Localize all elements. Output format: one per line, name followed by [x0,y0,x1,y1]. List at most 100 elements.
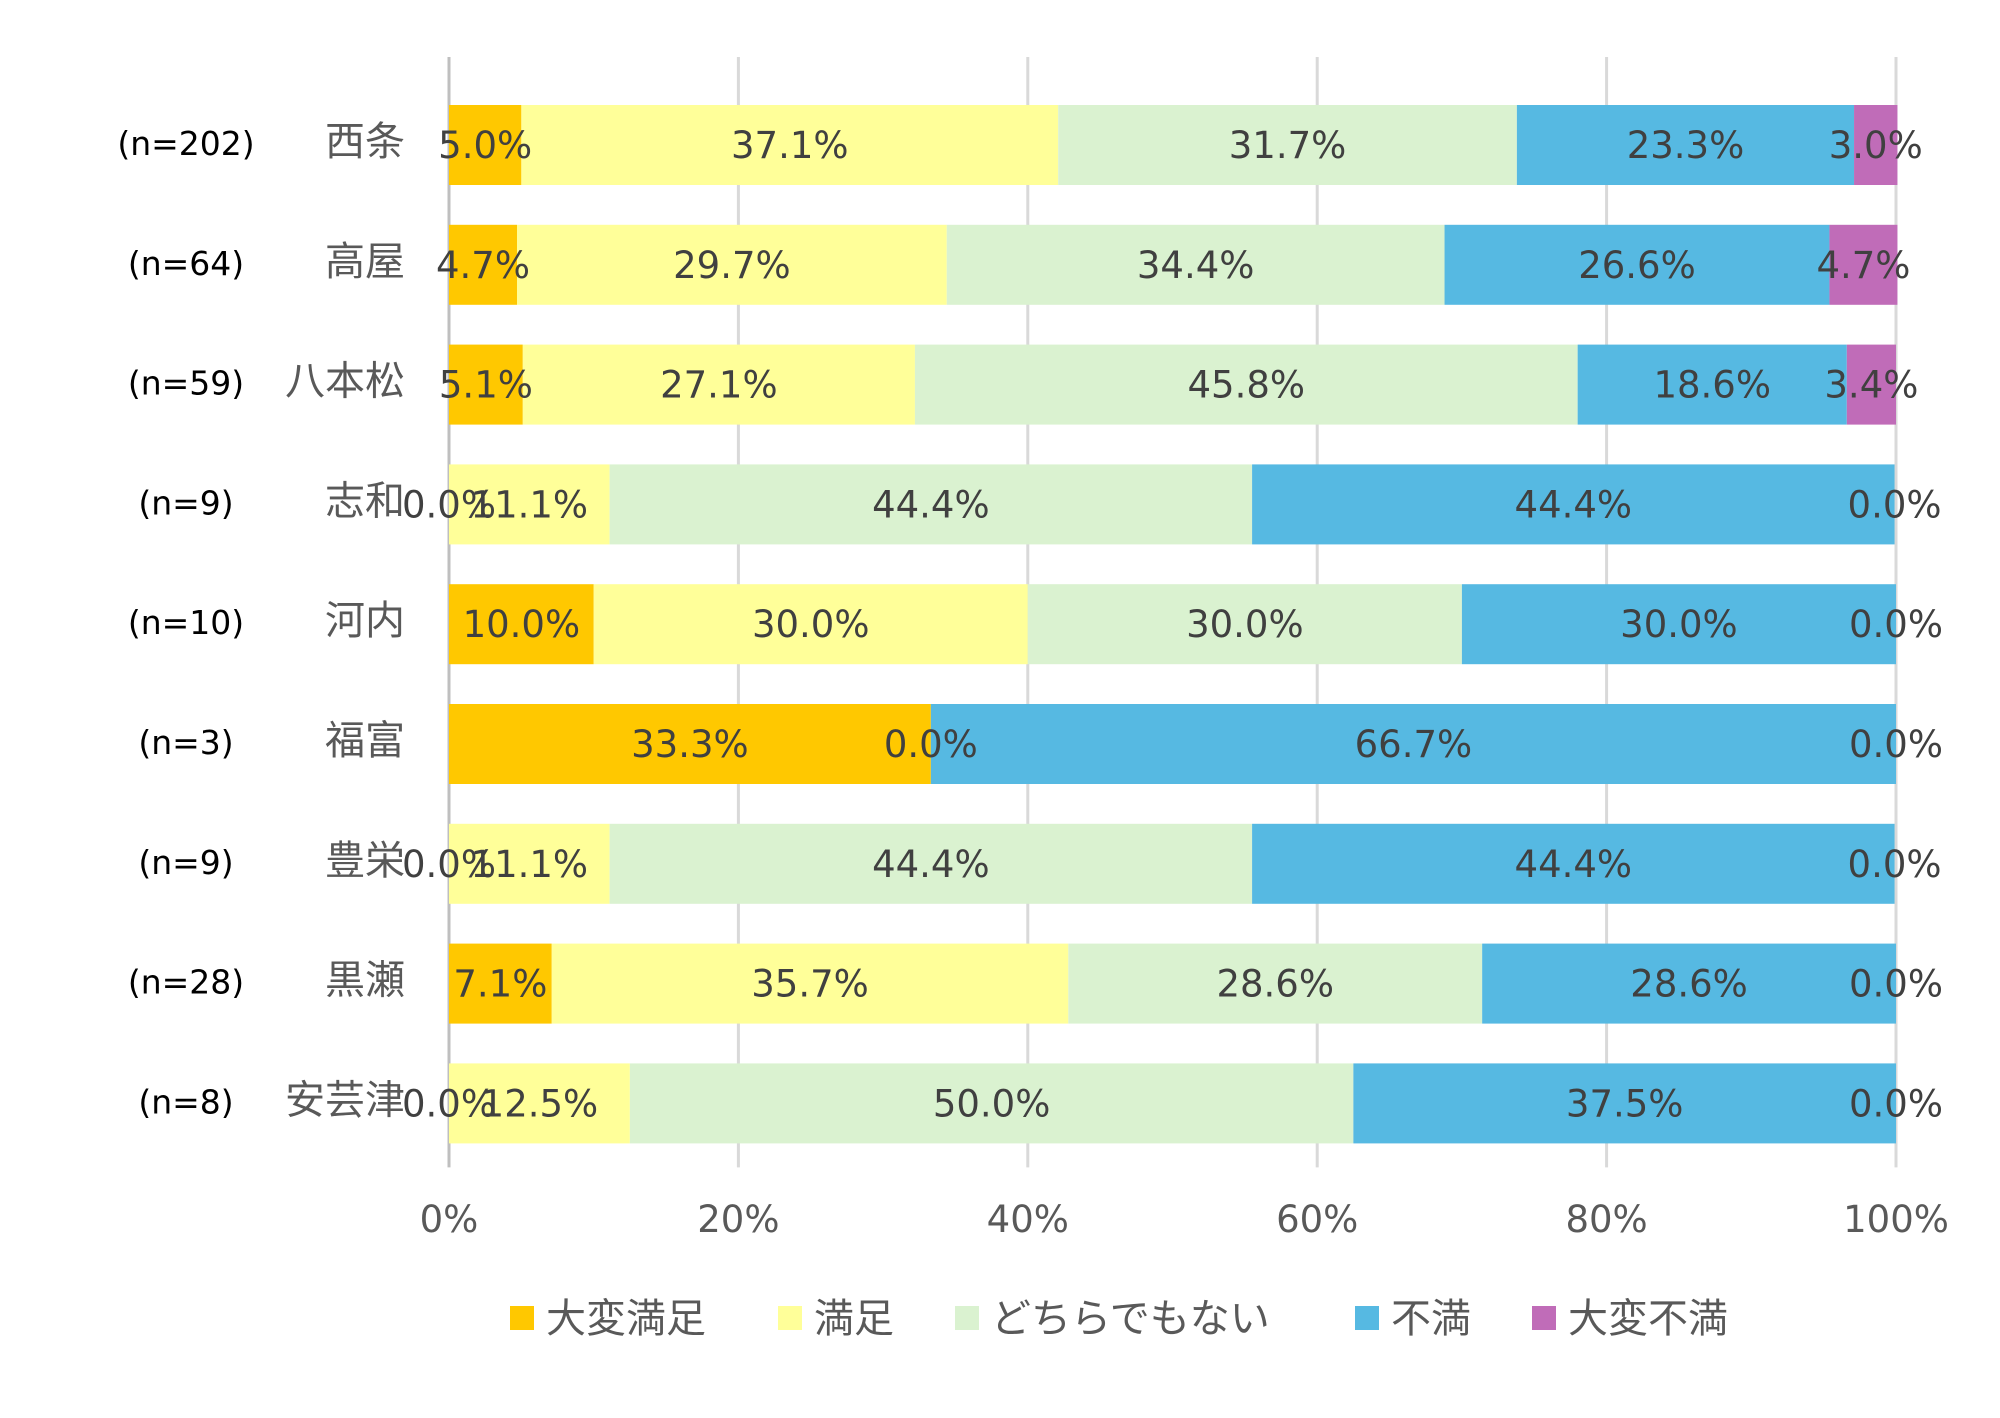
data-label: 4.7% [1816,244,1910,287]
x-tick-label: 60% [1276,1198,1358,1241]
data-label: 33.3% [631,723,749,766]
sample-size-label: (n=28) [128,963,244,1002]
bar-segment [449,224,518,305]
sample-size-label: (n=202) [117,124,254,163]
sample-size-label: (n=3) [138,723,233,762]
category-label: 河内 [325,598,405,644]
data-label: 0.0% [1849,1082,1943,1125]
bar-segment [1516,105,1855,185]
data-label: 35.7% [751,963,869,1006]
legend-label: どちらでもない [991,1296,1270,1342]
bar-segment [1854,105,1898,185]
data-label: 10.0% [463,603,581,646]
data-label: 45.8% [1188,364,1306,407]
bar-segment [1027,584,1462,665]
bar-segment [1829,224,1898,305]
data-label: 28.6% [1216,963,1334,1006]
data-label: 26.6% [1578,244,1696,287]
data-label: 30.0% [1620,603,1738,646]
data-label: 44.4% [1515,843,1633,886]
data-label: 44.4% [872,843,990,886]
bar-segment [1068,943,1483,1024]
data-label: 27.1% [660,364,778,407]
legend-swatch [510,1306,534,1330]
sample-size-label: (n=8) [138,1082,233,1121]
category-label: 八本松 [285,359,405,405]
legend-swatch [1532,1306,1556,1330]
bar-segment [517,224,947,305]
category-label: 福富 [325,718,405,764]
data-label: 37.5% [1566,1082,1684,1125]
legend-label: 満足 [814,1296,894,1342]
bar-segment [449,344,523,425]
data-label: 30.0% [1186,603,1304,646]
data-label: 0.0% [1849,603,1943,646]
data-label: 0.0% [1849,963,1943,1006]
x-tick-label: 100% [1843,1198,1949,1241]
category-label: 高屋 [325,239,405,285]
legend-swatch [955,1306,979,1330]
data-label: 5.0% [438,124,532,167]
data-label: 0.0% [402,483,496,526]
data-label: 0.0% [1848,843,1942,886]
category-label: 黒瀬 [325,958,405,1004]
bar-segment [609,823,1253,904]
data-label: 34.4% [1137,244,1255,287]
category-label: 志和 [325,478,405,524]
data-label: 30.0% [752,603,870,646]
data-label: 0.0% [884,723,978,766]
data-label: 44.4% [1515,483,1633,526]
bar-segment [1252,823,1895,904]
data-label: 28.6% [1630,963,1748,1006]
x-tick-label: 0% [420,1198,479,1241]
bar-segment [609,464,1253,545]
data-label: 23.3% [1627,124,1745,167]
data-label: 12.5% [481,1082,599,1125]
bar-segment [593,584,1028,665]
bar-segment [522,344,915,425]
bar-segment [449,823,610,904]
sample-size-label: (n=64) [128,244,244,283]
sample-size-label: (n=9) [138,483,233,522]
data-label: 18.6% [1653,364,1771,407]
data-label: 37.1% [731,124,849,167]
data-label: 0.0% [402,1082,496,1125]
bar-segment [1846,344,1896,425]
data-label: 31.7% [1229,124,1347,167]
data-label: 66.7% [1355,723,1473,766]
data-label: 11.1% [471,843,589,886]
bar-segment [1444,224,1830,305]
bar-segment [1482,943,1896,1024]
data-label: 3.4% [1824,364,1918,407]
x-tick-label: 80% [1565,1198,1647,1241]
data-label: 5.1% [439,364,533,407]
bar-segment [551,943,1069,1024]
data-label: 44.4% [872,483,990,526]
data-label: 11.1% [471,483,589,526]
bar-segment [1353,1063,1896,1144]
legend-label: 不満 [1391,1296,1471,1342]
data-label: 3.0% [1829,124,1923,167]
data-label: 7.1% [453,963,547,1006]
bar-segment [930,704,1896,784]
category-label: 安芸津 [285,1077,405,1123]
bar-segment [1058,105,1517,185]
bar-segment [449,584,594,665]
bar-segment [449,704,931,784]
bar-segment [449,1063,630,1144]
data-label: 29.7% [673,244,791,287]
sample-size-label: (n=9) [138,843,233,882]
data-label: 4.7% [436,244,530,287]
x-tick-label: 20% [697,1198,779,1241]
bar-segment [449,943,552,1024]
legend-label: 大変不満 [1568,1296,1728,1342]
legend-swatch [778,1306,802,1330]
data-label: 0.0% [402,843,496,886]
bar-segment [1577,344,1847,425]
data-label: 0.0% [1848,483,1942,526]
data-label: 0.0% [1849,723,1943,766]
x-tick-label: 40% [987,1198,1069,1241]
legend-swatch [1355,1306,1379,1330]
bar-segment [521,105,1059,185]
